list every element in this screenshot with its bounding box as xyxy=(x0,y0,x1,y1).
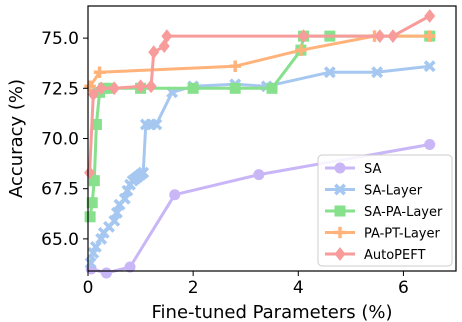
data-point-sa-layer xyxy=(137,166,150,179)
data-point-sa-layer xyxy=(323,66,336,79)
data-point-pa-pt-layer xyxy=(423,30,436,42)
data-point-sa xyxy=(100,267,112,279)
legend-label: PA-PT-Layer xyxy=(364,227,440,242)
data-point-pa-pt-layer xyxy=(295,44,307,56)
x-tick-label: 4 xyxy=(293,278,304,298)
legend-label: AutoPEFT xyxy=(364,248,425,263)
data-point-autopeft xyxy=(108,81,120,96)
data-point-sa-pa-layer xyxy=(90,118,102,130)
legend-label: SA-PA-Layer xyxy=(364,205,443,220)
data-point-sa-pa-layer xyxy=(86,197,98,209)
data-point-sa-layer xyxy=(89,240,102,253)
data-point-pa-pt-layer xyxy=(93,66,106,79)
legend-item-sa: SA xyxy=(325,162,381,177)
plot-area xyxy=(84,9,436,279)
axes: 0 2 4 6 65.0 67.5 70.0 72.5 75.0 Fine-tuned Param… xyxy=(6,5,457,322)
legend: SA SA-Layer SA-PA-Layer PA-PT-Layer AutoPEFT xyxy=(317,154,453,267)
legend-marker xyxy=(334,226,346,239)
data-point-autopeft xyxy=(87,87,99,102)
legend-item-sa-pa-layer: SA-PA-Layer xyxy=(325,205,443,220)
y-tick-label: 75.0 xyxy=(41,29,79,49)
legend-item-sa-layer: SA-Layer xyxy=(325,184,423,199)
legend-marker xyxy=(334,183,346,196)
data-point-pa-pt-layer xyxy=(229,60,241,73)
y-tick-label: 72.5 xyxy=(41,79,79,99)
data-point-sa-layer xyxy=(150,118,163,131)
x-tick-label: 6 xyxy=(398,278,409,298)
x-tick-label: 2 xyxy=(188,278,199,298)
data-point-autopeft xyxy=(387,29,399,43)
y-tick-label: 70.0 xyxy=(41,130,79,150)
data-point-sa xyxy=(253,169,265,181)
data-point-autopeft xyxy=(135,79,147,94)
x-tick-label: 0 xyxy=(83,278,94,298)
data-point-sa-layer xyxy=(371,66,384,79)
data-point-autopeft xyxy=(424,9,436,23)
y-tick-label: 65.0 xyxy=(41,230,79,250)
legend-marker xyxy=(334,247,346,261)
data-point-sa-pa-layer xyxy=(187,82,199,94)
x-axis-title: Fine-tuned Parameters (%) xyxy=(151,302,392,322)
data-point-autopeft xyxy=(298,29,310,43)
data-point-sa-layer xyxy=(108,214,121,227)
legend-label: SA-Layer xyxy=(364,184,423,199)
legend-item-autopeft: AutoPEFT xyxy=(325,247,425,263)
data-point-autopeft xyxy=(84,165,96,180)
series-autopeft xyxy=(84,9,436,180)
data-point-sa-pa-layer xyxy=(266,82,278,94)
data-point-autopeft xyxy=(161,29,173,43)
series-sa-layer xyxy=(84,60,436,269)
legend-item-pa-pt-layer: PA-PT-Layer xyxy=(325,227,440,242)
data-point-autopeft xyxy=(95,81,107,96)
series-line-pa-pt-layer xyxy=(88,34,430,88)
data-point-sa-layer xyxy=(118,192,131,205)
data-point-pa-pt-layer xyxy=(84,80,96,93)
legend-marker xyxy=(334,162,346,174)
data-point-sa-layer xyxy=(423,60,436,73)
data-point-autopeft xyxy=(374,29,386,43)
y-tick-label: 67.5 xyxy=(41,180,79,200)
data-point-sa-pa-layer xyxy=(229,82,241,94)
y-axis-title: Accuracy (%) xyxy=(6,79,27,198)
legend-label: SA xyxy=(364,162,381,177)
data-point-sa xyxy=(424,139,436,151)
data-point-autopeft xyxy=(145,79,157,94)
data-point-sa-pa-layer xyxy=(84,211,96,223)
data-point-sa-layer xyxy=(110,206,123,219)
data-point-sa xyxy=(169,189,181,201)
data-point-autopeft xyxy=(148,45,160,60)
data-point-sa xyxy=(124,261,136,273)
data-point-sa-pa-layer xyxy=(88,175,100,187)
legend-marker xyxy=(334,205,346,217)
legend-box xyxy=(317,154,453,267)
